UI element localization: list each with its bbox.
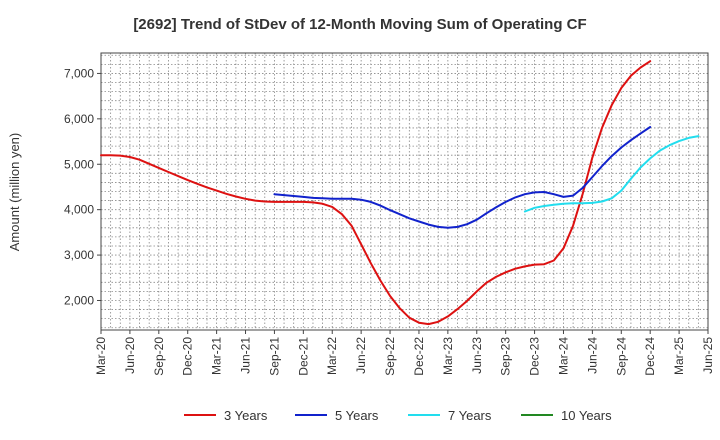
y-tick-label: 7,000 (64, 66, 94, 80)
x-tick-label: Sep-23 (499, 337, 513, 376)
x-tick-label: Sep-21 (267, 337, 281, 376)
x-tick-label: Jun-23 (470, 337, 484, 374)
series-lines (100, 60, 700, 326)
series-line-5-years (273, 126, 652, 229)
series-line-7-years (523, 135, 700, 213)
x-tick-label: Jun-21 (239, 337, 253, 374)
x-tick-label: Dec-22 (412, 337, 426, 376)
y-tick-label: 5,000 (64, 157, 94, 171)
x-tick-label: Jun-22 (354, 337, 368, 374)
x-tick-label: Mar-21 (210, 337, 224, 375)
y-tick-label: 2,000 (64, 293, 94, 307)
legend-label: 3 Years (224, 408, 268, 423)
legend-label: 10 Years (561, 408, 612, 423)
x-tick-label: Mar-23 (441, 337, 455, 375)
y-axis-ticks: 2,000 3,000 4,000 5,000 6,000 7,000 (64, 66, 101, 307)
legend-label: 7 Years (448, 408, 492, 423)
x-tick-label: Dec-24 (643, 337, 657, 376)
legend-label: 5 Years (335, 408, 379, 423)
series-line-3-years (100, 60, 652, 326)
legend: 3 Years 5 Years 7 Years 10 Years (184, 408, 612, 423)
grid-vertical (110, 53, 699, 330)
y-tick-label: 4,000 (64, 203, 94, 217)
x-tick-label: Jun-25 (701, 337, 715, 374)
x-tick-label: Sep-24 (614, 337, 628, 376)
x-tick-label: Mar-25 (672, 337, 686, 375)
x-tick-label: Dec-23 (528, 337, 542, 376)
x-tick-label: Dec-20 (181, 337, 195, 376)
x-tick-label: Mar-24 (556, 337, 570, 375)
y-tick-label: 6,000 (64, 112, 94, 126)
x-tick-label: Dec-21 (296, 337, 310, 376)
x-axis-ticks: Mar-20 Jun-20 Sep-20 Dec-20 Mar-21 Jun-21 Sep-… (94, 330, 715, 376)
y-axis-label: Amount (million yen) (7, 133, 22, 252)
x-tick-label: Sep-20 (152, 337, 166, 376)
plot-area (100, 52, 709, 331)
y-tick-label: 3,000 (64, 248, 94, 262)
x-tick-label: Jun-24 (585, 337, 599, 374)
x-tick-label: Mar-20 (94, 337, 108, 375)
x-tick-label: Jun-20 (123, 337, 137, 374)
x-tick-label: Mar-22 (325, 337, 339, 375)
chart-title: [2692] Trend of StDev of 12-Month Moving… (133, 16, 586, 33)
x-tick-label: Sep-22 (383, 337, 397, 376)
